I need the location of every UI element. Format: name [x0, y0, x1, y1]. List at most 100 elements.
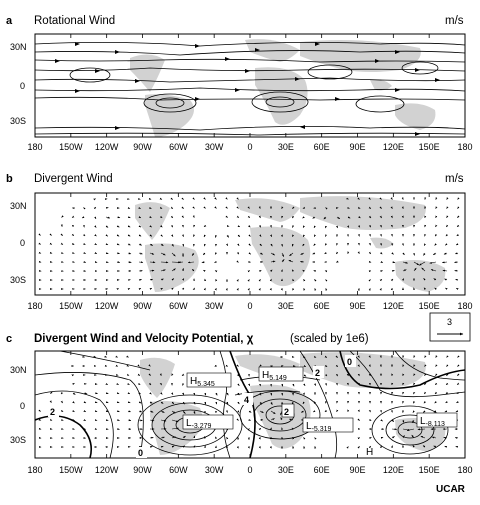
- lon-tick: 0: [247, 465, 252, 475]
- map-area: [35, 39, 465, 137]
- lon-tick: 90W: [133, 301, 152, 311]
- lon-tick: 150E: [419, 142, 440, 152]
- lon-tick: 150E: [419, 465, 440, 475]
- lon-tick: 30W: [205, 301, 224, 311]
- arrowhead: [335, 97, 340, 101]
- panel-title: Divergent Wind and Velocity Potential, χ: [34, 333, 254, 345]
- lon-tick: 120W: [95, 465, 119, 475]
- lon-tick: 150E: [419, 301, 440, 311]
- contour-label: 0: [136, 447, 147, 458]
- arrowhead: [95, 69, 100, 73]
- svg-text:2: 2: [315, 368, 320, 378]
- lon-tick: 30E: [278, 142, 294, 152]
- lon-tick: 150W: [59, 465, 83, 475]
- reference-vector-box: 3: [430, 313, 470, 341]
- lon-tick: 60W: [169, 465, 188, 475]
- lon-tick: 60E: [314, 301, 330, 311]
- svg-text:2: 2: [50, 407, 55, 417]
- lon-tick: 120W: [95, 142, 119, 152]
- land-mask: [135, 196, 445, 292]
- lon-tick: 180: [27, 465, 42, 475]
- lon-tick: 60W: [169, 301, 188, 311]
- lon-tick: 30E: [278, 301, 294, 311]
- extremum-label: H5.149: [259, 367, 303, 382]
- lat-tick: 30N: [10, 42, 27, 52]
- panel-title: Rotational Wind: [34, 15, 115, 27]
- lon-tick: 120W: [95, 301, 119, 311]
- svg-text:0: 0: [138, 448, 143, 458]
- contour-label: 2: [282, 404, 294, 417]
- lon-tick: 180: [27, 142, 42, 152]
- lon-tick: 120E: [383, 142, 404, 152]
- contour-label: 2: [48, 405, 59, 417]
- arrowhead: [115, 126, 120, 130]
- lon-tick: 180: [457, 465, 472, 475]
- lat-tick: 0: [20, 401, 25, 411]
- lon-tick-labels: 180 150W 120W 90W 60W 30W 0 30E 60E 90E 120E 150E 18…: [27, 142, 472, 152]
- lon-tick: 60W: [169, 142, 188, 152]
- extremum-label: L-5.319: [303, 418, 353, 433]
- arrowhead: [415, 132, 420, 136]
- lon-tick: 60E: [314, 465, 330, 475]
- panel-letter: a: [6, 15, 13, 27]
- contour-label: 2: [313, 366, 324, 378]
- reference-vector-label: 3: [447, 317, 452, 327]
- lon-tick: 90E: [349, 465, 365, 475]
- lon-tick: 150W: [59, 142, 83, 152]
- land-mask: [130, 39, 435, 137]
- lon-tick-labels: 180 150W 120W 90W 60W 30W 0 30E 60E 90E 120E 150E 18…: [27, 465, 472, 475]
- arrowhead: [55, 59, 60, 63]
- lat-tick: 30S: [10, 116, 26, 126]
- lon-tick: 90W: [133, 465, 152, 475]
- lon-tick: 30W: [205, 465, 224, 475]
- lon-tick: 180: [27, 301, 42, 311]
- lon-tick: 180: [457, 301, 472, 311]
- arrowhead: [225, 57, 230, 61]
- svg-text:0: 0: [347, 357, 352, 367]
- panel-letter: b: [6, 173, 13, 185]
- lat-tick: 30S: [10, 275, 26, 285]
- extremum-label: H: [366, 447, 373, 458]
- credit-label: UCAR: [436, 484, 466, 495]
- svg-text:4: 4: [244, 395, 249, 405]
- panel-note: (scaled by 1e6): [290, 333, 369, 345]
- lat-tick: 0: [20, 81, 25, 91]
- arrowhead: [300, 125, 305, 129]
- arrowhead: [435, 78, 440, 82]
- lon-tick: 150W: [59, 301, 83, 311]
- lon-tick: 120E: [383, 301, 404, 311]
- extremum-label: L-8.113: [417, 413, 457, 428]
- contour-label: 0: [345, 355, 356, 367]
- lon-tick: 30E: [278, 465, 294, 475]
- panel-title: Divergent Wind: [34, 173, 113, 185]
- arrowhead: [75, 89, 80, 93]
- lon-tick: 120E: [383, 465, 404, 475]
- lon-tick: 180: [457, 142, 472, 152]
- lon-tick: 90E: [349, 142, 365, 152]
- arrowhead: [195, 97, 200, 101]
- extremum-label: L-3.279: [183, 415, 233, 430]
- arrowhead: [195, 44, 200, 48]
- extremum-label: H5.345: [187, 373, 231, 388]
- svg-text:2: 2: [284, 407, 289, 417]
- arrowhead: [115, 50, 120, 54]
- lon-tick: 60E: [314, 142, 330, 152]
- lon-tick: 90E: [349, 301, 365, 311]
- lon-tick: 30W: [205, 142, 224, 152]
- lat-tick: 30N: [10, 365, 27, 375]
- arrowhead: [235, 88, 240, 92]
- lon-tick: 0: [247, 142, 252, 152]
- lat-tick: 0: [20, 238, 25, 248]
- chi-symbol: χ: [247, 333, 254, 345]
- arrowhead: [395, 88, 400, 92]
- units-label: m/s: [445, 15, 464, 27]
- lon-tick: 90W: [133, 142, 152, 152]
- panel-a: a Rotational Wind m/s: [6, 15, 473, 152]
- panel-letter: c: [6, 333, 12, 345]
- panel-c: c Divergent Wind and Velocity Potential,…: [6, 333, 473, 475]
- arrowhead: [415, 68, 420, 72]
- units-label: m/s: [445, 173, 464, 185]
- arrowhead: [245, 69, 250, 73]
